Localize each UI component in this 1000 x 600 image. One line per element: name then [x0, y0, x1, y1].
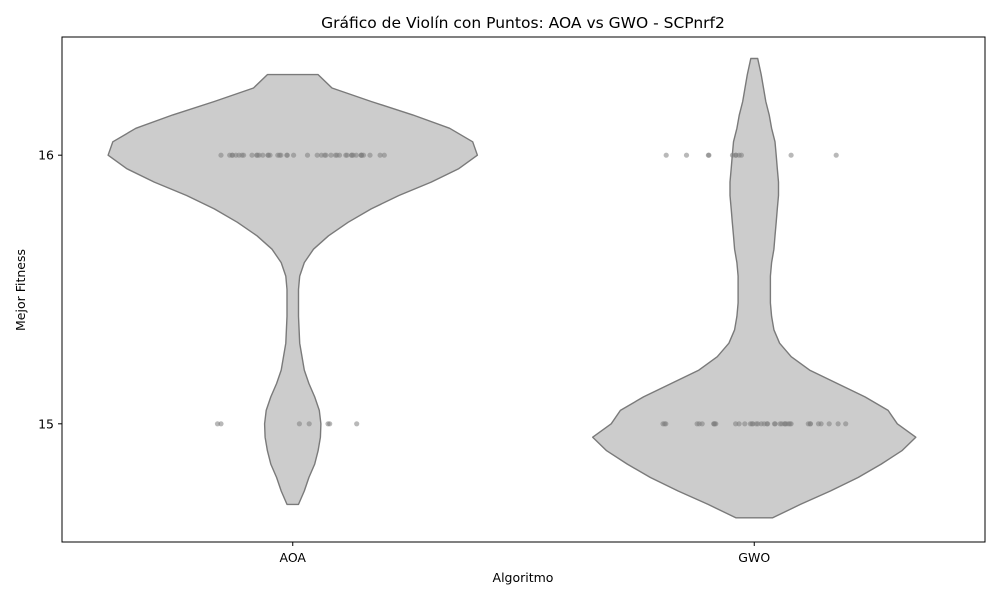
data-point [254, 152, 260, 158]
data-point [733, 421, 739, 427]
data-point [322, 152, 328, 158]
x-tick-label: GWO [738, 550, 770, 565]
data-point [249, 152, 255, 158]
data-point [325, 421, 331, 427]
data-point [755, 421, 761, 427]
violin-gwo [592, 57, 917, 519]
data-point [826, 421, 832, 427]
data-point [349, 152, 355, 158]
data-point [705, 152, 712, 158]
data-point [805, 421, 811, 427]
y-axis-label: Mejor Fitness [13, 249, 28, 331]
data-point [833, 152, 839, 158]
data-point [742, 421, 748, 427]
data-point [818, 421, 824, 427]
data-point [343, 152, 349, 158]
data-point [284, 152, 290, 158]
x-tick-label: AOA [279, 550, 306, 565]
data-point [711, 421, 717, 427]
data-point [367, 152, 373, 158]
data-point [683, 152, 690, 158]
data-point [354, 421, 360, 427]
data-point [239, 152, 245, 158]
data-point [314, 152, 320, 158]
data-point [328, 152, 334, 158]
data-point [663, 152, 669, 158]
chart-title: Gráfico de Violín con Puntos: AOA vs GWO… [321, 14, 725, 32]
data-point [353, 152, 359, 158]
data-point [332, 152, 339, 158]
data-point [296, 421, 302, 427]
data-point [377, 152, 383, 158]
data-point [227, 152, 233, 158]
violin-aoa [107, 73, 479, 506]
x-axis-label: Algoritmo [493, 570, 554, 585]
axis-ticks: AOA GWO 15 16 [38, 148, 770, 565]
data-point [843, 421, 849, 427]
data-point [381, 152, 387, 158]
data-point [694, 421, 700, 427]
data-point [779, 421, 785, 427]
data-point [783, 421, 789, 427]
data-point [750, 421, 756, 427]
data-point [306, 421, 312, 427]
data-point [835, 421, 841, 427]
data-point [304, 152, 311, 158]
data-point [771, 421, 778, 427]
plot-frame [61, 36, 986, 543]
data-point [267, 152, 273, 158]
data-point [260, 152, 266, 158]
data-point [738, 152, 745, 158]
data-point [787, 421, 793, 427]
data-point [336, 152, 343, 158]
y-tick-label: 15 [38, 416, 54, 431]
data-point [278, 152, 284, 158]
data-point [291, 152, 297, 158]
data-point [218, 152, 224, 158]
data-point [788, 152, 794, 158]
y-tick-label: 16 [38, 148, 54, 163]
data-point [765, 421, 771, 427]
data-point [214, 421, 221, 427]
data-point [662, 421, 668, 427]
plot-area [107, 57, 917, 519]
data-point [359, 152, 365, 158]
